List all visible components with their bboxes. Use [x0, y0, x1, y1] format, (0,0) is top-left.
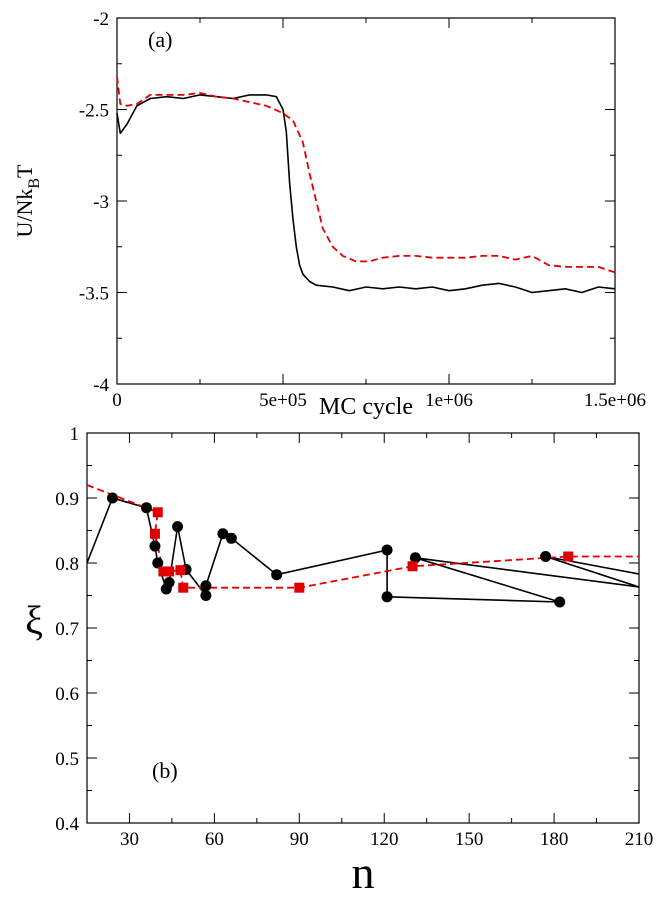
x-tick-label-a: 0: [112, 390, 122, 411]
data-point-circle: [381, 591, 393, 603]
x-tick-label-a: 1.5e+06: [584, 390, 646, 411]
panel-label-b: (b): [152, 758, 178, 783]
data-point-square: [152, 507, 163, 518]
plot-a-series: [116, 76, 616, 294]
x-axis-title-b: n: [352, 847, 375, 898]
data-point-square: [175, 565, 186, 576]
y-tick-label-a: -3.5: [79, 284, 109, 305]
data-point-circle: [381, 544, 393, 556]
panel-b: 30 60 90 120 150 180 210 0.4 0.5 0.6 0.7 0.8 0.9 1 (b…: [25, 424, 653, 898]
y-tick-label-b: 0.6: [55, 684, 79, 705]
x-tick-label-b: 120: [370, 829, 399, 850]
data-point-circle: [106, 492, 118, 504]
plot-b-series: [86, 484, 640, 608]
series-line-a-0: [116, 94, 616, 294]
y-tick-label-b: 0.9: [55, 489, 79, 510]
y-tick-label-a: -2: [93, 9, 109, 30]
y-tick-label-b: 0.5: [55, 749, 79, 770]
x-axis-title-a: MC cycle: [319, 394, 413, 420]
y-axis-title-a-main: U/Nk: [12, 189, 37, 238]
plot-a-frame: [116, 17, 616, 385]
y-tick-label-a: -2.5: [79, 101, 109, 122]
panel-label-a: (a): [148, 27, 172, 52]
x-tick-label-b: 90: [290, 829, 309, 850]
data-point-square: [294, 582, 305, 593]
y-axis-title-a-tail: T: [12, 164, 37, 178]
y-tick-label-b: 1: [70, 424, 80, 445]
y-tick-label-b: 0.7: [55, 619, 79, 640]
data-point-circle: [271, 569, 283, 581]
data-point-square: [164, 566, 175, 577]
y-tick-label-a: -4: [93, 375, 109, 396]
data-point-square: [178, 582, 189, 593]
data-point-circle: [140, 502, 152, 514]
y-axis-title-a: U/NkBT: [12, 164, 43, 238]
panel-a: 0 5e+05 1e+06 1.5e+06 -4 -3.5 -3 -2.5 -2 (a) MC …: [12, 9, 646, 420]
series-line-b-1: [86, 484, 639, 589]
data-point-circle: [554, 596, 566, 608]
plot-a-ticks: 0 5e+05 1e+06 1.5e+06 -4 -3.5 -3 -2.5 -2: [79, 9, 646, 411]
data-point-circle: [172, 521, 184, 533]
plot-b-ticks: 30 60 90 120 150 180 210 0.4 0.5 0.6 0.7 0.8 0.9 1: [55, 424, 653, 850]
data-point-circle: [149, 540, 161, 552]
y-tick-label-b: 0.4: [55, 814, 79, 835]
data-point-circle: [152, 557, 164, 569]
data-point-circle: [200, 580, 212, 592]
x-tick-label-b: 30: [120, 829, 139, 850]
data-point-circle: [409, 552, 421, 564]
y-tick-label-a: -3: [93, 192, 109, 213]
x-tick-label-b: 210: [625, 829, 654, 850]
y-tick-label-b: 0.8: [55, 554, 79, 575]
x-tick-label-a: 1e+06: [425, 390, 473, 411]
y-axis-title-a-sub: B: [26, 178, 43, 189]
y-axis-title-b: ξ: [25, 598, 43, 643]
x-tick-label-b: 180: [540, 829, 569, 850]
data-point-square: [149, 528, 160, 539]
data-point-circle: [163, 577, 175, 588]
data-point-circle: [225, 532, 237, 544]
data-point-circle: [217, 528, 229, 540]
x-tick-label-a: 5e+05: [259, 390, 307, 411]
x-tick-label-b: 150: [455, 829, 484, 850]
data-point-square: [563, 551, 574, 562]
series-line-a-1: [116, 76, 616, 274]
data-point-square: [407, 561, 418, 572]
data-point-circle: [540, 551, 552, 562]
data-point-circle: [200, 590, 212, 601]
x-tick-label-b: 60: [205, 829, 224, 850]
data-point-square: [158, 566, 169, 577]
